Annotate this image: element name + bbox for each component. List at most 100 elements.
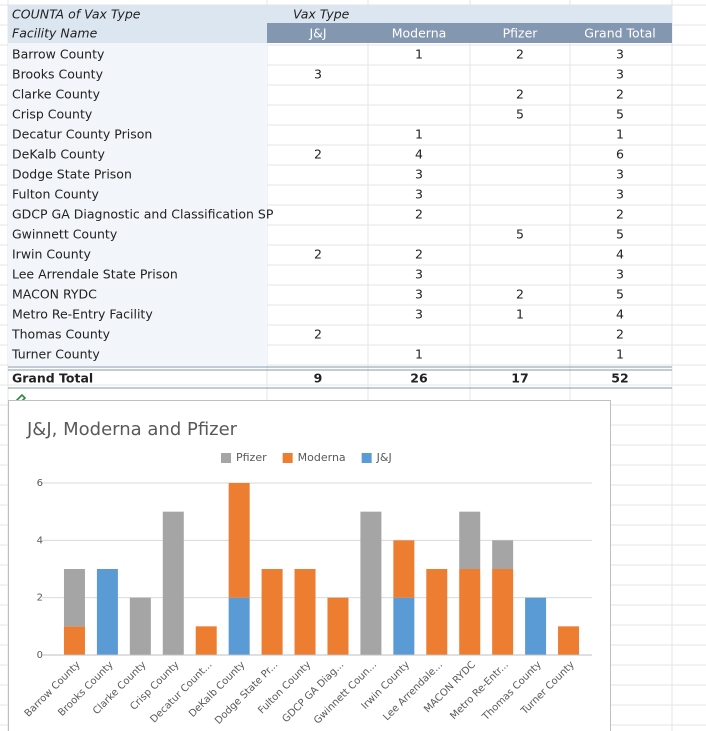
row-label: Lee Arrendale State Prison bbox=[12, 267, 178, 282]
legend-swatch bbox=[221, 453, 231, 463]
legend-swatch bbox=[282, 453, 293, 463]
y-tick-label: 6 bbox=[37, 478, 43, 489]
legend-label: Pfizer bbox=[236, 451, 267, 464]
bar bbox=[492, 569, 514, 655]
bar bbox=[492, 540, 514, 569]
legend-swatch bbox=[361, 453, 372, 463]
cell-value: 1 bbox=[415, 347, 423, 362]
cell-value: 3 bbox=[616, 187, 624, 202]
cell-value: 1 bbox=[516, 307, 524, 322]
pivot-corner: COUNTA of Vax Type bbox=[12, 7, 141, 22]
column-header: Pfizer bbox=[503, 26, 539, 41]
header-band bbox=[8, 5, 672, 23]
cell-value: 2 bbox=[616, 327, 624, 342]
cell-value: 3 bbox=[415, 307, 423, 322]
bar bbox=[393, 540, 415, 598]
legend-label: Moderna bbox=[298, 451, 346, 464]
cell-value: 3 bbox=[616, 167, 624, 182]
row-label: MACON RYDC bbox=[12, 287, 97, 302]
cell-value: 2 bbox=[616, 87, 624, 102]
cell-value: 5 bbox=[516, 227, 524, 242]
row-label: Decatur County Prison bbox=[12, 127, 152, 142]
bar bbox=[63, 626, 85, 655]
cell-value: 2 bbox=[516, 287, 524, 302]
column-header: Grand Total bbox=[584, 26, 656, 41]
column-header-band bbox=[267, 23, 672, 43]
row-field: Facility Name bbox=[12, 26, 98, 41]
cell-value: 3 bbox=[415, 167, 423, 182]
cell-value: 3 bbox=[616, 267, 624, 282]
total-value: 17 bbox=[511, 371, 528, 386]
bar bbox=[360, 511, 382, 655]
cell-value: 4 bbox=[415, 147, 423, 162]
bar bbox=[393, 597, 415, 655]
column-header: Moderna bbox=[392, 26, 447, 41]
cell-value: 3 bbox=[616, 47, 624, 62]
bar bbox=[162, 511, 184, 655]
total-value: 52 bbox=[611, 371, 628, 386]
cell-value: 1 bbox=[415, 47, 423, 62]
row-label: Turner County bbox=[11, 347, 100, 362]
bar bbox=[426, 569, 448, 655]
y-tick-label: 0 bbox=[37, 650, 43, 661]
chart-title: J&J, Moderna and Pfizer bbox=[26, 419, 238, 440]
bar bbox=[63, 569, 85, 627]
row-label: Dodge State Prison bbox=[12, 167, 132, 182]
bar bbox=[195, 626, 217, 655]
cell-value: 2 bbox=[314, 247, 322, 262]
cell-value: 5 bbox=[516, 107, 524, 122]
cell-value: 5 bbox=[616, 107, 624, 122]
bar bbox=[228, 483, 250, 598]
cell-value: 2 bbox=[616, 207, 624, 222]
cell-value: 3 bbox=[616, 67, 624, 82]
column-field: Vax Type bbox=[293, 7, 350, 22]
row-label: DeKalb County bbox=[12, 147, 105, 162]
cell-value: 2 bbox=[314, 327, 322, 342]
cell-value: 3 bbox=[415, 267, 423, 282]
header-band bbox=[8, 23, 267, 43]
row-label: Irwin County bbox=[12, 247, 92, 262]
row-label: GDCP GA Diagnostic and Classification SP bbox=[12, 207, 274, 222]
bar bbox=[96, 569, 118, 655]
row-label: Clarke County bbox=[12, 87, 101, 102]
total-value: 9 bbox=[314, 371, 323, 386]
bar bbox=[558, 626, 580, 655]
cell-value: 6 bbox=[616, 147, 624, 162]
cell-value: 1 bbox=[616, 347, 624, 362]
bar bbox=[261, 569, 283, 655]
cell-value: 2 bbox=[516, 47, 524, 62]
row-label-band bbox=[8, 43, 267, 366]
cell-value: 3 bbox=[415, 187, 423, 202]
pivot-table: J&J Moderna Pfizer Grand Total Barrow County… bbox=[11, 26, 656, 386]
bar bbox=[327, 597, 349, 655]
y-tick-label: 4 bbox=[37, 535, 43, 546]
cell-value: 2 bbox=[415, 247, 423, 262]
bar bbox=[525, 597, 547, 655]
column-header: J&J bbox=[308, 26, 326, 41]
row-label: Barrow County bbox=[12, 47, 105, 62]
bar bbox=[459, 511, 481, 569]
cell-value: 5 bbox=[616, 227, 624, 242]
bar bbox=[459, 569, 481, 655]
row-label: Crisp County bbox=[12, 107, 93, 122]
row-label: Metro Re-Entry Facility bbox=[12, 307, 153, 322]
bar bbox=[129, 597, 151, 655]
bar bbox=[228, 597, 250, 655]
cell-value: 1 bbox=[616, 127, 624, 142]
legend-label: J&J bbox=[376, 451, 392, 464]
bar bbox=[294, 569, 316, 655]
cell-value: 4 bbox=[616, 247, 624, 262]
cell-value: 4 bbox=[616, 307, 624, 322]
total-label: Grand Total bbox=[12, 371, 93, 386]
cell-value: 5 bbox=[616, 287, 624, 302]
row-label: Brooks County bbox=[12, 67, 104, 82]
row-label: Fulton County bbox=[12, 187, 99, 202]
cell-value: 3 bbox=[415, 287, 423, 302]
cell-value: 3 bbox=[314, 67, 322, 82]
y-tick-label: 2 bbox=[37, 593, 43, 604]
cell-value: 2 bbox=[415, 207, 423, 222]
cell-value: 2 bbox=[314, 147, 322, 162]
row-label: Thomas County bbox=[11, 327, 111, 342]
